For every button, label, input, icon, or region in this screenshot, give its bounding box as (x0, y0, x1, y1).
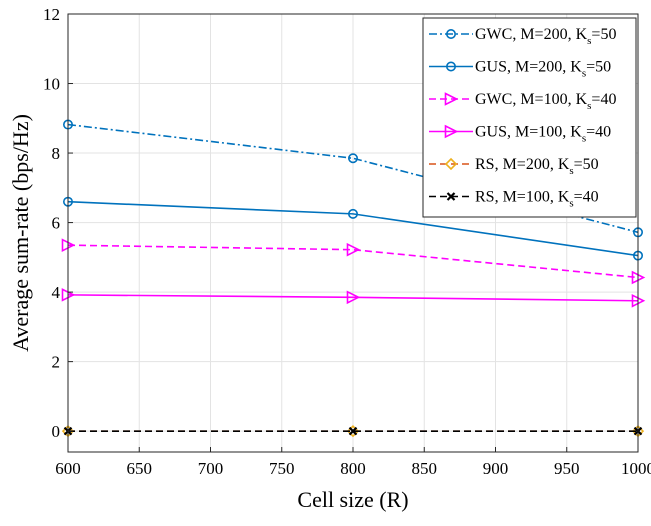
x-tick-label: 800 (340, 459, 366, 478)
legend-item: GWC, M=100, Ks=40 (429, 91, 616, 112)
x-tick-label: 950 (554, 459, 580, 478)
legend-item: GWC, M=200, Ks=50 (429, 26, 616, 47)
y-axis-title: Average sum-rate (bps/Hz) (8, 114, 33, 352)
legend-label: GWC, M=200, Ks=50 (475, 26, 616, 47)
y-tick-label: 10 (43, 75, 60, 94)
series-line (67, 244, 639, 279)
legend-marker (445, 61, 456, 72)
series-line (67, 294, 639, 302)
legend-label: GWC, M=100, Ks=40 (475, 91, 616, 112)
legend-marker (446, 192, 456, 201)
legend-marker (444, 92, 459, 106)
y-tick-label: 4 (52, 283, 61, 302)
legend-item: GUS, M=100, Ks=40 (429, 124, 611, 145)
data-point (347, 153, 358, 164)
legend: GWC, M=200, Ks=50 GUS, M=200, Ks=50 GWC, M… (422, 17, 637, 218)
data-point (348, 426, 358, 436)
legend-marker (444, 157, 458, 171)
ticks: 600 650 700 750 800 850 900 950 1000 0 2 4 6 8 10 12 (43, 5, 651, 478)
data-point (346, 290, 361, 305)
x-tick-label: 1000 (621, 459, 651, 478)
legend-label: GUS, M=100, Ks=40 (475, 124, 611, 145)
y-tick-label: 6 (52, 214, 61, 233)
series-line (67, 200, 639, 257)
legend-item: GUS, M=200, Ks=50 (429, 59, 611, 80)
legend-label: GUS, M=200, Ks=50 (475, 59, 611, 80)
x-tick-label: 650 (127, 459, 153, 478)
legend-label: RS, M=200, Ks=50 (475, 156, 599, 177)
legend-marker (445, 28, 456, 39)
data-point (346, 425, 360, 438)
x-tick-label: 750 (269, 459, 295, 478)
legend-item: RS, M=100, Ks=40 (429, 189, 599, 210)
y-tick-label: 8 (52, 144, 61, 163)
series-2 (62, 196, 643, 261)
data-point (347, 208, 358, 219)
x-tick-label: 700 (198, 459, 224, 478)
data-point (346, 242, 361, 257)
legend-box (422, 17, 637, 218)
legend-label: RS, M=100, Ks=40 (475, 189, 599, 210)
x-tick-label: 600 (55, 459, 81, 478)
legend-marker (444, 124, 459, 139)
y-tick-label: 12 (43, 5, 60, 24)
x-axis-title: Cell size (R) (297, 487, 408, 512)
y-tick-label: 2 (52, 353, 61, 372)
x-tick-label: 850 (412, 459, 438, 478)
x-tick-label: 900 (483, 459, 509, 478)
legend-item: RS, M=200, Ks=50 (429, 156, 599, 177)
y-tick-label: 0 (52, 422, 61, 441)
